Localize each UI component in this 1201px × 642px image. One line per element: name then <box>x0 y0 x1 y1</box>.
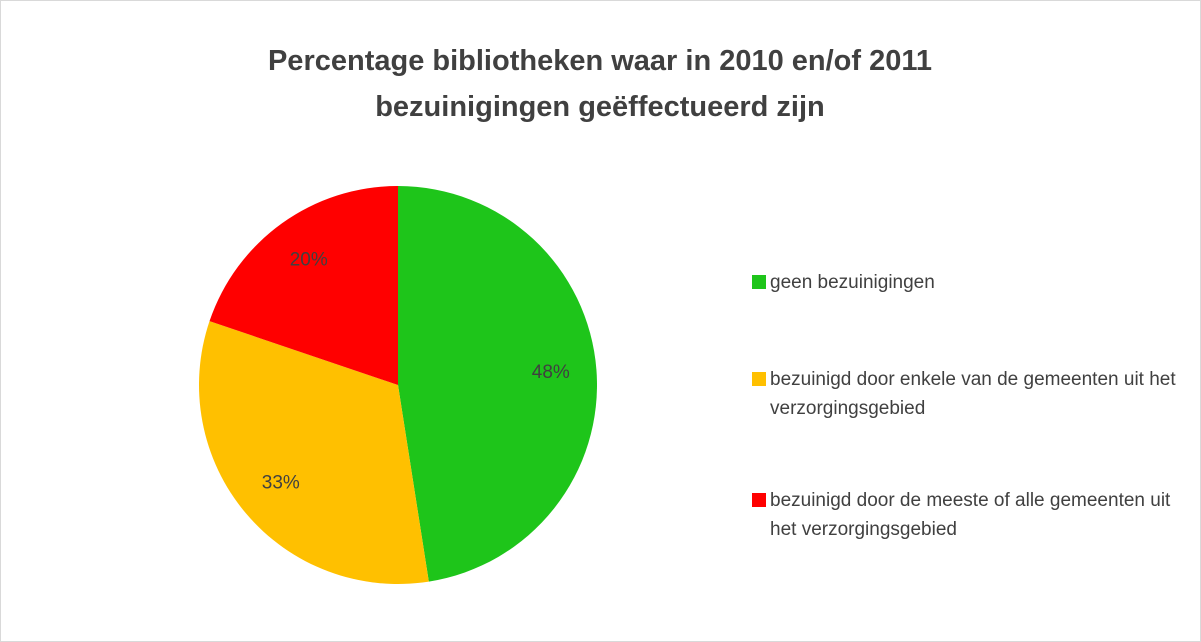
pie-slice <box>209 186 398 385</box>
chart-title: Percentage bibliotheken waar in 2010 en/… <box>267 45 933 123</box>
pie-slice <box>199 321 429 584</box>
legend-swatch <box>752 372 766 386</box>
data-label: 33% <box>262 473 300 494</box>
legend-label: bezuinigd door de meeste of alle gemeent… <box>770 490 1171 540</box>
data-label: 48% <box>532 362 570 383</box>
pie-slice <box>398 186 597 582</box>
legend-item: bezuinigd door enkele van de gemeenten u… <box>752 365 1190 423</box>
legend-label: geen bezuinigingen <box>770 272 935 293</box>
legend-item: geen bezuinigingen <box>752 268 1190 297</box>
legend-swatch <box>752 275 766 289</box>
legend-label: bezuinigd door enkele van de gemeenten u… <box>770 369 1176 419</box>
legend-item: bezuinigd door de meeste of alle gemeent… <box>752 486 1190 544</box>
data-label: 20% <box>290 249 328 270</box>
legend-swatch <box>752 493 766 507</box>
